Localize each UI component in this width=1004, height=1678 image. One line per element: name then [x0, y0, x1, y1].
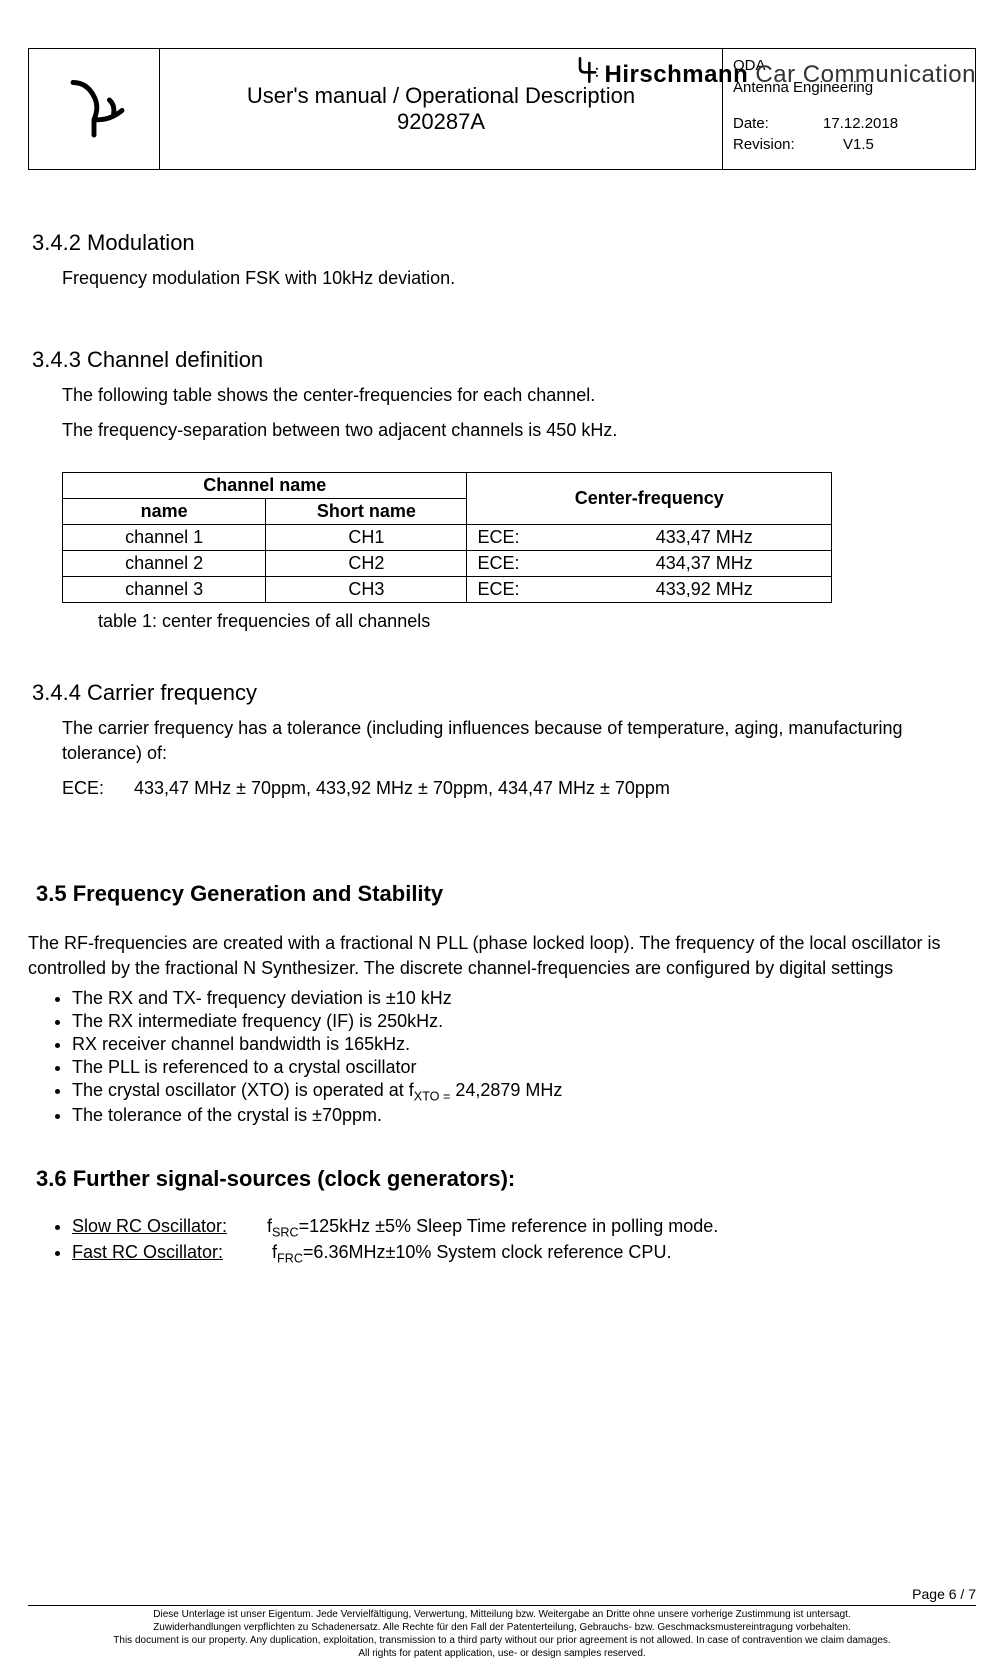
- date-label: Date:: [733, 113, 823, 135]
- brand-bold: Hirschmann: [605, 61, 749, 88]
- brand-light: Car Communication: [748, 61, 976, 88]
- list-item: The crystal oscillator (XTO) is operated…: [72, 1080, 976, 1104]
- footer-line: All rights for patent application, use- …: [28, 1647, 976, 1660]
- bullets-35: The RX and TX- frequency deviation is ±1…: [72, 988, 976, 1127]
- footer-line: Zuwiderhandlungen verpflichten zu Schade…: [28, 1621, 976, 1634]
- text-35-intro: The RF-frequencies are created with a fr…: [28, 931, 976, 981]
- osc-label: Fast RC Oscillator:: [72, 1242, 257, 1266]
- date-value: 17.12.2018: [823, 115, 898, 132]
- heading-36: 3.6 Further signal-sources (clock genera…: [36, 1166, 976, 1192]
- rev-label: Revision:: [733, 134, 843, 156]
- cell-short: CH2: [266, 550, 467, 576]
- brand-icon: [573, 56, 601, 91]
- title-line2: 920287A: [170, 109, 712, 135]
- text-344-p2: ECE: 433,47 MHz ± 70ppm, 433,92 MHz ± 70…: [62, 776, 976, 801]
- th-channel-name: Channel name: [63, 472, 467, 498]
- page-number: Page 6 / 7: [28, 1585, 976, 1603]
- footer: Page 6 / 7 Diese Unterlage ist unser Eig…: [28, 1585, 976, 1660]
- table-row: channel 3 CH3 ECE:433,92 MHz: [63, 576, 832, 602]
- th-short: Short name: [266, 498, 467, 524]
- rev-value: V1.5: [843, 136, 874, 153]
- table-row: channel 1 CH1 ECE:433,47 MHz: [63, 524, 832, 550]
- cell-name: channel 2: [63, 550, 266, 576]
- list-item: Fast RC Oscillator: fFRC=6.36MHz±10% Sys…: [72, 1242, 976, 1266]
- cell-freq: ECE:433,47 MHz: [467, 524, 832, 550]
- cell-freq: ECE:433,92 MHz: [467, 576, 832, 602]
- cert-logo-icon: [59, 72, 129, 142]
- list-item: The RX and TX- frequency deviation is ±1…: [72, 988, 976, 1009]
- th-name: name: [63, 498, 266, 524]
- table-row: channel 2 CH2 ECE:434,37 MHz: [63, 550, 832, 576]
- channel-table: Channel name Center-frequency name Short…: [62, 472, 832, 603]
- osc-list: Slow RC Oscillator: fSRC=125kHz ±5% Slee…: [72, 1216, 976, 1265]
- brand-text: Hirschmann Car Communication: [573, 56, 976, 91]
- list-item: RX receiver channel bandwidth is 165kHz.: [72, 1034, 976, 1055]
- osc-label: Slow RC Oscillator:: [72, 1216, 257, 1240]
- heading-343: 3.4.3 Channel definition: [32, 347, 976, 373]
- cell-freq: ECE:434,37 MHz: [467, 550, 832, 576]
- text-342: Frequency modulation FSK with 10kHz devi…: [62, 266, 976, 291]
- heading-344: 3.4.4 Carrier frequency: [32, 680, 976, 706]
- footer-line: This document is our property. Any dupli…: [28, 1634, 976, 1647]
- footer-line: Diese Unterlage ist unser Eigentum. Jede…: [28, 1608, 976, 1621]
- heading-342: 3.4.2 Modulation: [32, 230, 976, 256]
- cell-short: CH3: [266, 576, 467, 602]
- list-item: The RX intermediate frequency (IF) is 25…: [72, 1011, 976, 1032]
- list-item: The PLL is referenced to a crystal oscil…: [72, 1057, 976, 1078]
- text-344-p1: The carrier frequency has a tolerance (i…: [62, 716, 976, 766]
- th-center-freq: Center-frequency: [467, 472, 832, 524]
- cell-short: CH1: [266, 524, 467, 550]
- list-item: The tolerance of the crystal is ±70ppm.: [72, 1105, 976, 1126]
- list-item: Slow RC Oscillator: fSRC=125kHz ±5% Slee…: [72, 1216, 976, 1240]
- logo-cell: [29, 49, 160, 170]
- cell-name: channel 1: [63, 524, 266, 550]
- table-caption: table 1: center frequencies of all chann…: [98, 611, 976, 632]
- text-343-p2: The frequency-separation between two adj…: [62, 418, 976, 443]
- text-343-p1: The following table shows the center-fre…: [62, 383, 976, 408]
- cell-name: channel 3: [63, 576, 266, 602]
- heading-35: 3.5 Frequency Generation and Stability: [36, 881, 976, 907]
